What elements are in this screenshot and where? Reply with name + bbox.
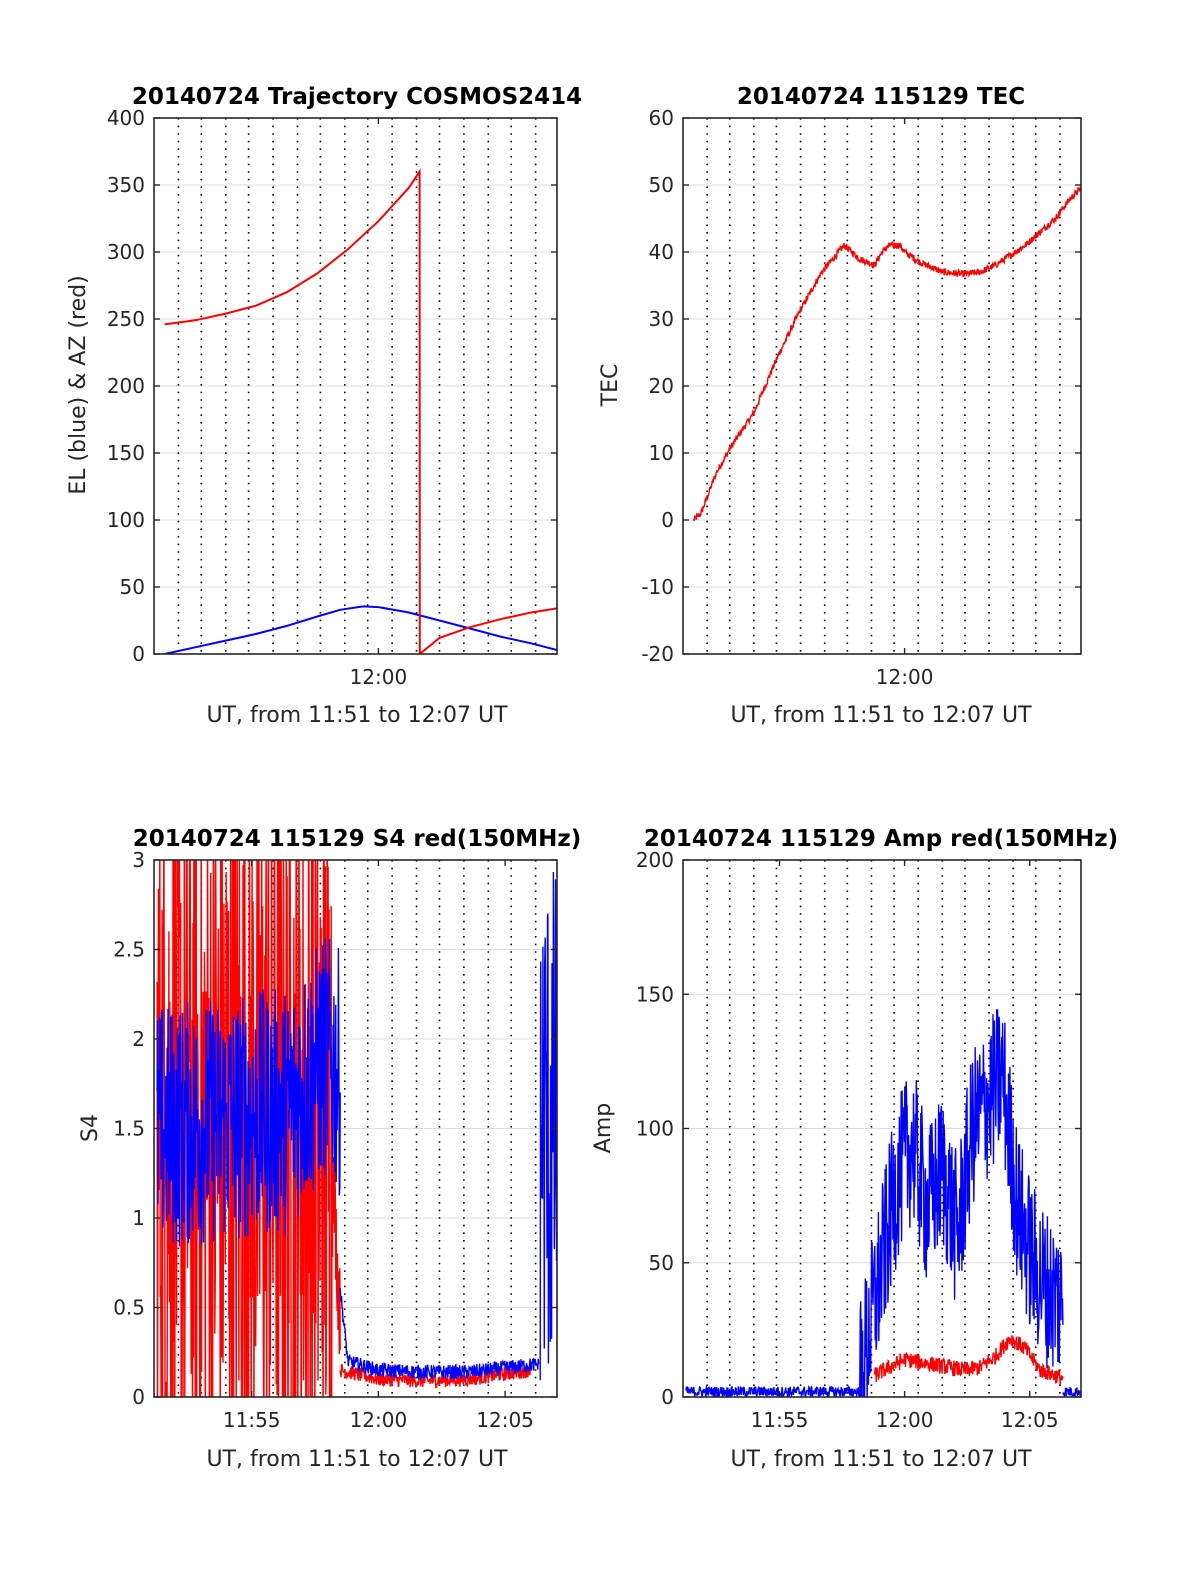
y-tick-label: 150 bbox=[636, 982, 674, 1006]
y-axis-label: Amp bbox=[591, 1103, 616, 1153]
y-tick-label: 50 bbox=[120, 575, 145, 599]
series-line bbox=[685, 1384, 861, 1397]
y-tick-label: 1 bbox=[132, 1206, 145, 1230]
chart-title: 20140724 115129 TEC bbox=[737, 84, 1025, 110]
y-tick-label: 100 bbox=[636, 1117, 674, 1141]
y-tick-label: -20 bbox=[641, 642, 674, 666]
x-axis-label: UT, from 11:51 to 12:07 UT bbox=[206, 703, 508, 728]
chart-title: 20140724 Trajectory COSMOS2414 bbox=[132, 84, 582, 110]
y-tick-label: 0 bbox=[132, 642, 145, 666]
series-line bbox=[156, 860, 334, 1397]
series-line bbox=[692, 185, 1081, 522]
y-tick-label: 3 bbox=[132, 848, 145, 872]
y-tick-label: 50 bbox=[649, 173, 674, 197]
series-line bbox=[164, 168, 557, 654]
series-line bbox=[331, 1156, 341, 1355]
x-tick-label: 12:00 bbox=[350, 1408, 408, 1432]
x-tick-label: 12:00 bbox=[876, 665, 934, 689]
plot-area: 0 50 100 150 200 250 300 350 400 12:00 bbox=[107, 106, 558, 689]
y-tick-label: 400 bbox=[107, 106, 145, 130]
y-axis-label: EL (blue) & AZ (red) bbox=[66, 275, 91, 494]
y-tick-label: 30 bbox=[649, 307, 674, 331]
x-axis-label: UT, from 11:51 to 12:07 UT bbox=[730, 1447, 1032, 1472]
x-tick-label: 12:05 bbox=[476, 1408, 534, 1432]
chart-title: 20140724 115129 Amp red(150MHz) bbox=[644, 826, 1118, 852]
y-tick-label: -10 bbox=[641, 575, 674, 599]
tec-chart: 20140724 115129 TEC -20 -10 0 10 20 30 40 50 60 1… bbox=[598, 84, 1082, 728]
chart-title: 20140724 115129 S4 red(150MHz) bbox=[133, 826, 582, 852]
x-tick-label: 12:00 bbox=[876, 1408, 934, 1432]
y-tick-label: 0 bbox=[661, 508, 674, 532]
x-tick-label: 12:00 bbox=[350, 665, 408, 689]
amp-chart: 20140724 115129 Amp red(150MHz) 0 50 100 15… bbox=[591, 826, 1118, 1472]
y-tick-label: 200 bbox=[636, 848, 674, 872]
series-line bbox=[339, 1288, 540, 1382]
y-tick-label: 150 bbox=[107, 441, 145, 465]
s4-chart: 20140724 115129 S4 red(150MHz) 0 0.5 1 1.5 2… bbox=[78, 826, 582, 1472]
series-line bbox=[539, 871, 557, 1381]
series-line bbox=[859, 1009, 1064, 1397]
x-axis-label: UT, from 11:51 to 12:07 UT bbox=[206, 1447, 508, 1472]
series-line bbox=[164, 605, 557, 654]
y-tick-label: 20 bbox=[649, 374, 674, 398]
x-tick-label: 12:05 bbox=[1001, 1408, 1059, 1432]
x-tick-label: 11:55 bbox=[751, 1408, 809, 1432]
y-axis-label: TEC bbox=[598, 364, 623, 408]
y-tick-label: 2.5 bbox=[113, 938, 145, 962]
y-tick-label: 1.5 bbox=[113, 1117, 145, 1141]
series-line bbox=[873, 1335, 1064, 1386]
trajectory-chart: 20140724 Trajectory COSMOS2414 0 50 100 150… bbox=[66, 84, 582, 728]
series-line bbox=[1062, 1386, 1081, 1397]
y-tick-label: 2 bbox=[132, 1027, 145, 1051]
x-tick-label: 11:55 bbox=[223, 1408, 281, 1432]
y-tick-label: 0.5 bbox=[113, 1296, 145, 1320]
y-tick-label: 350 bbox=[107, 173, 145, 197]
y-tick-label: 60 bbox=[649, 106, 674, 130]
plot-area: -20 -10 0 10 20 30 40 50 60 12:00 bbox=[641, 106, 1082, 689]
y-tick-label: 300 bbox=[107, 240, 145, 264]
plot-area: 0 0.5 1 1.5 2 2.5 3 11:55 12:00 12:05 bbox=[113, 848, 558, 1432]
y-tick-label: 50 bbox=[649, 1251, 674, 1275]
y-tick-label: 10 bbox=[649, 441, 674, 465]
y-tick-label: 100 bbox=[107, 508, 145, 532]
y-tick-label: 250 bbox=[107, 307, 145, 331]
plot-area: 0 50 100 150 200 11:55 12:00 12:05 bbox=[636, 848, 1082, 1432]
y-axis-label: S4 bbox=[78, 1114, 103, 1142]
series-line bbox=[156, 938, 341, 1247]
x-axis-label: UT, from 11:51 to 12:07 UT bbox=[730, 703, 1032, 728]
y-tick-label: 40 bbox=[649, 240, 674, 264]
y-tick-label: 0 bbox=[132, 1385, 145, 1409]
y-tick-label: 200 bbox=[107, 374, 145, 398]
y-tick-label: 0 bbox=[661, 1385, 674, 1409]
series-line bbox=[339, 1363, 532, 1389]
